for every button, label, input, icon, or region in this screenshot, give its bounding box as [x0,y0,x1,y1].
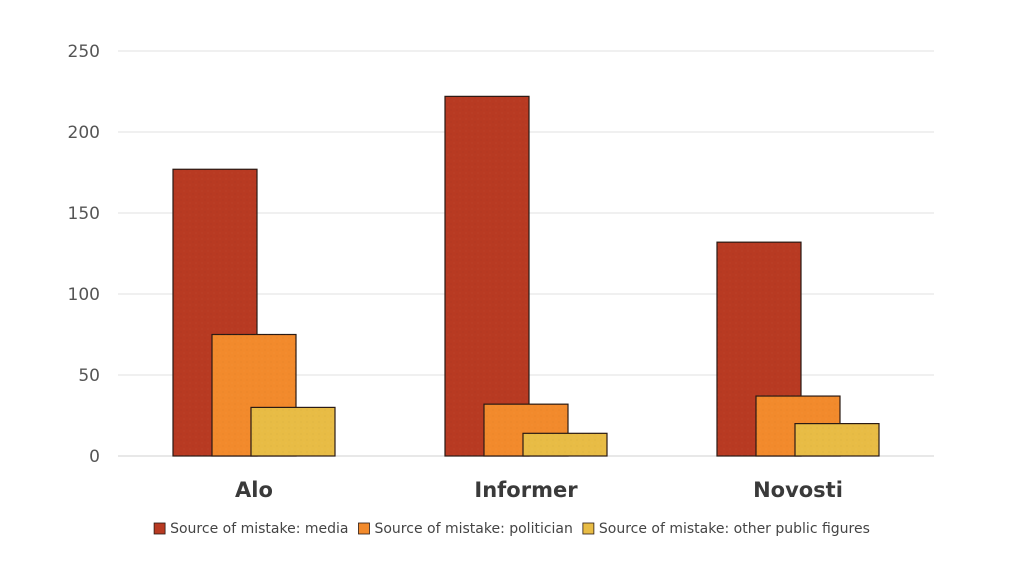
y-tick-label: 50 [78,366,100,386]
y-axis-tick-labels: 0 50 100 150 200 250 [68,42,100,467]
bars [172,95,880,457]
category-label-novosti: Novosti [753,478,843,502]
bar-texture-novosti-other-public-figures [795,423,879,456]
bar-texture-informer-other-public-figures [523,433,607,456]
bar-texture-informer-media [445,96,529,457]
legend-swatch [582,522,595,535]
legend-swatch [358,522,370,535]
x-axis-category-labels: Alo Informer Novosti [235,478,843,502]
legend: Source of mistake: media Source of mistak… [153,521,870,537]
legend-swatch [153,522,166,535]
y-tick-label: 100 [68,285,100,305]
legend-label: Source of mistake: media [170,521,348,537]
bar-texture-alo-other-public-figures [251,407,335,456]
y-tick-label: 0 [89,447,100,467]
y-tick-label: 250 [68,42,100,62]
category-label-informer: Informer [474,478,578,502]
category-label-alo: Alo [235,478,273,502]
legend-item: Source of mistake: politician [358,521,573,537]
y-tick-label: 150 [68,204,100,224]
legend-label: Source of mistake: other public figures [599,521,870,537]
legend-item: Source of mistake: other public figures [582,521,870,537]
legend-label: Source of mistake: politician [374,521,572,537]
legend-item: Source of mistake: media [153,521,348,537]
y-tick-label: 200 [68,123,100,143]
